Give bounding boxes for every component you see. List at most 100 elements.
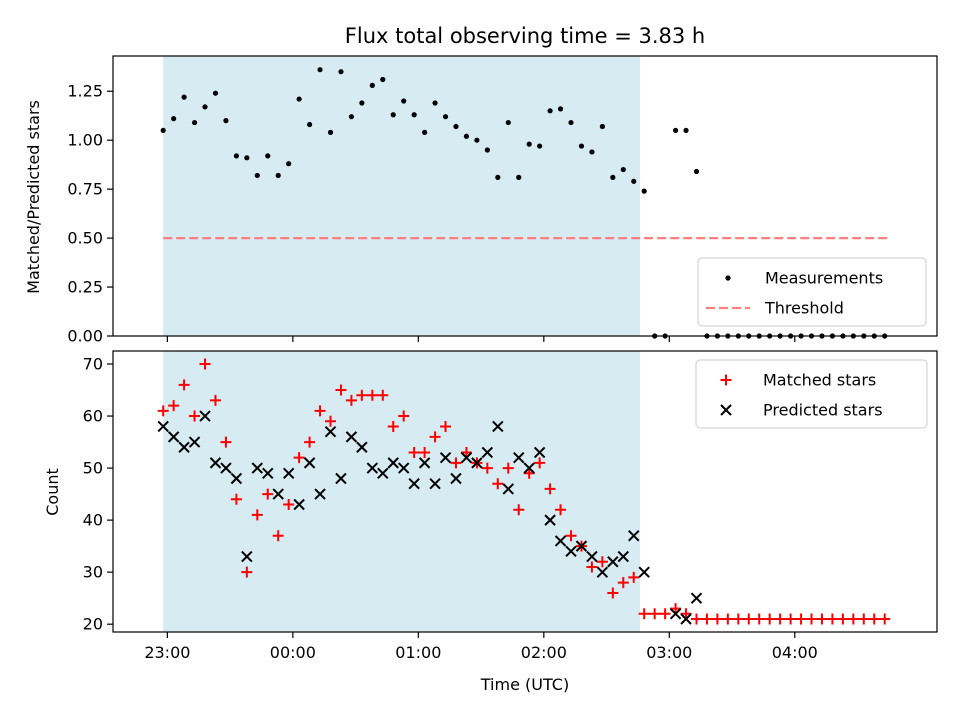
measurement-point: [631, 178, 637, 184]
predicted-star-point: [324, 425, 337, 438]
measurement-point: [296, 96, 302, 102]
matched-star-point: [638, 608, 650, 620]
predicted-star-point: [220, 462, 232, 474]
matched-star-point: [502, 462, 514, 474]
measurement-point: [233, 153, 239, 159]
matched-star-point: [178, 379, 190, 391]
matched-star-point: [711, 613, 723, 625]
predicted-star-point: [439, 451, 452, 464]
top-panel: 0.00 0.25 0.50 0.75 1.00 1.25 Measurements Thre…: [67, 55, 938, 346]
matched-star-point: [429, 431, 441, 443]
predicted-star-point: [293, 498, 305, 511]
matched-star-point: [670, 603, 682, 615]
matched-star-point: [314, 405, 326, 417]
top-y-tick-label: 0.25: [67, 278, 103, 297]
matched-star-point: [408, 446, 420, 458]
matched-star-point: [492, 478, 504, 490]
matched-star-point: [743, 613, 755, 625]
measurement-point: [453, 123, 459, 130]
matched-star-point: [440, 420, 452, 432]
matched-star-point: [220, 436, 232, 448]
measurement-point: [411, 112, 417, 118]
matched-star-point: [826, 613, 838, 625]
measurement-point: [484, 147, 490, 153]
matched-star-point: [617, 577, 629, 589]
predicted-star-point: [408, 477, 420, 490]
top-axes-frame: [112, 55, 938, 337]
predicted-star-point: [188, 436, 201, 448]
predicted-star-point: [680, 613, 692, 625]
matched-star-point: [795, 613, 807, 625]
predicted-star-point: [638, 566, 650, 578]
bottom-y-tick-label: 60: [83, 407, 103, 426]
predicted-star-point: [596, 566, 609, 578]
predicted-star-point: [492, 420, 504, 433]
predicted-star-point: [356, 441, 368, 453]
matched-star-point: [460, 446, 472, 458]
matched-star-point: [523, 467, 535, 479]
matched-star-point: [293, 452, 305, 464]
measurement-point: [244, 155, 250, 161]
measurement-point: [474, 137, 480, 143]
predicted-star-point: [251, 462, 264, 474]
top-legend: Measurements Threshold: [697, 257, 927, 327]
x-tick-label: 01:00: [395, 643, 441, 662]
predicted-star-point: [262, 467, 274, 479]
matched-star-point: [680, 608, 692, 620]
measurement-point: [610, 174, 616, 180]
matched-star-point: [732, 613, 744, 625]
measurement-point: [620, 166, 626, 173]
bottom-legend-marker-predicted: [720, 404, 732, 416]
measurement-point: [275, 172, 281, 179]
predicted-star-point: [157, 420, 169, 433]
matched-star-point: [209, 394, 221, 406]
bottom-legend-entry-label: Predicted stars: [763, 401, 883, 420]
bottom-y-tick-label: 70: [83, 355, 103, 374]
predicted-star-point: [387, 457, 399, 469]
bottom-panel: 20 30 40 50 60 70 23:00 00:00 01:00 02:00 03:00 04:…: [83, 350, 938, 662]
bottom-y-tick-label: 20: [83, 615, 103, 634]
matched-star-point: [628, 571, 640, 583]
matched-star-point: [785, 613, 797, 625]
predicted-star-point: [586, 550, 598, 563]
matched-star-point: [189, 410, 201, 422]
matched-star-point: [230, 493, 242, 505]
measurement-point: [537, 143, 543, 149]
matched-star-point: [764, 613, 776, 625]
measurement-point: [171, 116, 177, 122]
measurement-point: [422, 129, 428, 135]
top-legend-marker-measurements: [725, 275, 731, 281]
matched-star-point: [335, 384, 347, 396]
matched-star-point: [450, 457, 462, 469]
measurement-point: [160, 127, 166, 134]
x-tick-label: 00:00: [270, 643, 316, 662]
bottom-y-tick-label: 40: [83, 511, 103, 530]
predicted-star-point: [209, 457, 222, 469]
predicted-star-point: [513, 451, 525, 464]
top-y-tick-label: 1.00: [67, 131, 103, 150]
bottom-axes-frame: [112, 350, 938, 633]
predicted-star-point: [418, 457, 431, 469]
top-legend-entry-label: Threshold: [764, 299, 844, 318]
chart-title: Flux total observing time = 3.83 h: [345, 24, 705, 48]
measurement-point: [432, 100, 438, 106]
predicted-star-point: [335, 472, 347, 485]
measurement-point: [254, 172, 260, 179]
matched-star-point: [283, 499, 295, 511]
matched-star-point: [366, 389, 378, 401]
predicted-star-point: [345, 431, 358, 443]
measurement-point: [463, 133, 470, 139]
matched-star-point: [168, 400, 180, 412]
predicted-star-point: [565, 545, 577, 558]
matched-star-point: [555, 504, 567, 516]
matched-star-point: [701, 613, 713, 625]
matched-star-point: [753, 613, 765, 625]
predicted-star-point: [282, 467, 295, 479]
measurement-point: [306, 121, 313, 128]
measurement-point: [672, 127, 679, 134]
matched-star-point: [722, 613, 734, 625]
measurement-point: [369, 82, 375, 88]
predicted-star-point: [502, 483, 514, 495]
bottom-y-axis-label: Count: [43, 468, 62, 516]
